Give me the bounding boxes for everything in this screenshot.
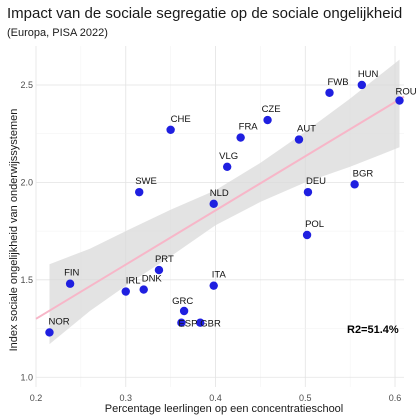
x-tick-label: 0.3 <box>119 393 132 403</box>
point-label-esp: ESP <box>178 319 197 330</box>
point-label-fin: FIN <box>64 268 79 279</box>
data-point-nor <box>45 328 54 337</box>
data-point-cze <box>263 115 272 125</box>
point-label-aut: AUT <box>297 124 316 135</box>
point-label-nld: NLD <box>210 188 229 199</box>
point-label-hun: HUN <box>358 69 379 80</box>
point-label-cze: CZE <box>262 104 281 115</box>
point-label-gbr: GBR <box>200 319 221 330</box>
point-label-prt: PRT <box>155 254 174 265</box>
data-point-che <box>166 125 175 134</box>
confidence-band <box>49 59 400 345</box>
x-axis-title: Percentage leerlingen op een concentrati… <box>105 403 344 415</box>
point-label-fra: FRA <box>239 122 259 133</box>
point-label-rou: ROU <box>396 87 417 98</box>
data-point-grc <box>179 306 189 316</box>
point-label-nor: NOR <box>48 316 69 327</box>
point-label-swe: SWE <box>135 176 157 187</box>
point-label-irl: IRL <box>126 276 141 287</box>
point-labels: NOR FIN IRL DNK PRT SWE CHE ESP GRC GBR ITA NLD VLG F… <box>48 69 416 330</box>
data-point-pol <box>302 230 312 240</box>
y-axis-ticks: 1.0 1.5 2.0 2.5 <box>20 80 33 382</box>
data-point-dnk <box>139 285 148 294</box>
y-tick-label: 1.5 <box>20 275 33 285</box>
y-axis-title: Index sociale ongelijkheid van onderwijs… <box>8 109 20 352</box>
y-tick-label: 2.0 <box>20 177 33 187</box>
data-point-ita <box>209 281 218 290</box>
point-label-deu: DEU <box>306 176 326 187</box>
x-tick-label: 0.5 <box>299 393 312 403</box>
data-point-fwb <box>325 88 334 97</box>
data-point-rou <box>395 96 404 105</box>
data-point-gbr <box>196 318 205 327</box>
point-label-vlg: VLG <box>219 151 238 162</box>
data-point-nld <box>209 199 218 209</box>
x-axis-ticks: 0.2 0.3 0.4 0.5 0.6 <box>30 393 402 403</box>
point-label-dnk: DNK <box>142 274 163 285</box>
point-label-grc: GRC <box>172 296 193 307</box>
point-label-che: CHE <box>171 114 191 125</box>
data-point-vlg <box>222 162 232 172</box>
data-points <box>45 80 404 337</box>
data-point-swe <box>135 187 144 197</box>
trend-line <box>35 95 405 320</box>
x-tick-label: 0.4 <box>209 393 222 403</box>
point-label-ita: ITA <box>212 270 227 281</box>
point-label-bgr: BGR <box>353 168 374 179</box>
data-point-deu <box>303 187 313 197</box>
data-point-fra <box>236 133 245 142</box>
x-tick-label: 0.6 <box>389 393 402 403</box>
y-tick-label: 2.5 <box>20 80 33 90</box>
point-label-pol: POL <box>305 219 324 230</box>
data-point-fin <box>65 279 75 288</box>
r2-annotation: R2=51.4% <box>347 324 399 336</box>
chart-title: Impact van de sociale segregatie op de s… <box>7 5 402 22</box>
x-tick-label: 0.2 <box>30 393 43 403</box>
data-point-aut <box>294 135 304 144</box>
data-point-hun <box>357 80 367 90</box>
data-point-esp <box>177 318 186 327</box>
data-point-bgr <box>350 180 359 189</box>
regression-line <box>35 95 405 320</box>
data-point-irl <box>121 287 130 296</box>
y-tick-label: 1.0 <box>20 372 33 382</box>
chart-subtitle: (Europa, PISA 2022) <box>7 27 108 39</box>
confidence-band-area <box>49 59 400 345</box>
data-point-prt <box>154 265 164 275</box>
point-label-fwb: FWB <box>328 77 349 88</box>
